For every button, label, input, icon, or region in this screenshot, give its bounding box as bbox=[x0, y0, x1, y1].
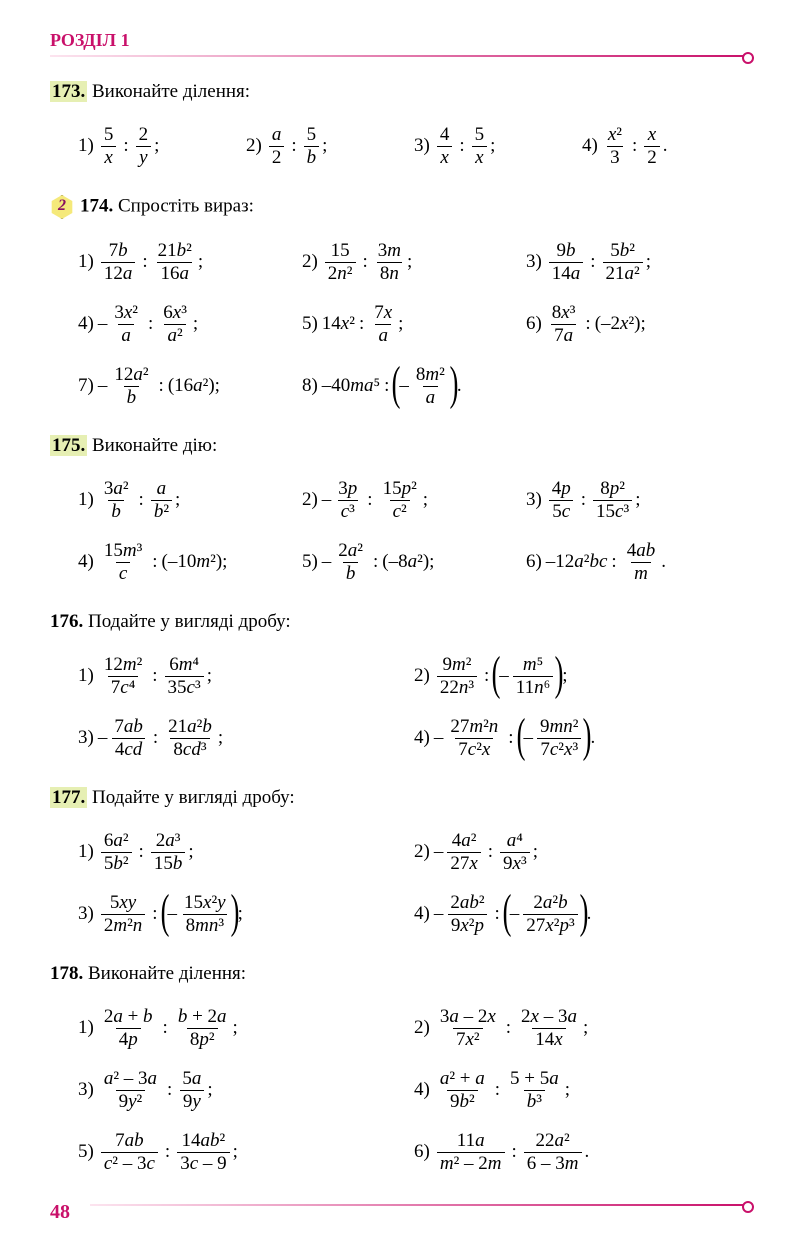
problem-item: 4)–3x²a:6x³a²; bbox=[78, 293, 302, 355]
problem-header: 177. Подайте у вигляді дробу: bbox=[50, 787, 750, 809]
header-rule bbox=[50, 55, 750, 57]
problem-header: 175. Виконайте дію: bbox=[50, 435, 750, 457]
problem-item: 3)–7ab4cd:21a²b8cd³; bbox=[78, 707, 414, 769]
problem-176: 176. Подайте у вигляді дробу: 1)12m²7c⁴:6… bbox=[50, 611, 750, 769]
problem-item: 4)–27m²n7c²x:(–9mn²7c²x³). bbox=[414, 707, 750, 769]
problem-title: Подайте у вигляді дробу: bbox=[92, 787, 295, 808]
problem-number: 175. bbox=[50, 435, 87, 456]
problem-number: 173. bbox=[50, 81, 87, 102]
problem-175: 175. Виконайте дію: 1)3a²b:ab²;2)–3pc³:15… bbox=[50, 435, 750, 593]
problem-item: 7)–12a²b:(16a²); bbox=[78, 355, 302, 417]
problem-item: 6)–12a²bc:4abm. bbox=[526, 531, 750, 593]
problem-item: 5)–2a²b:(–8a²); bbox=[302, 531, 526, 593]
problem-item: 2)–4a²27x:a⁴9x³; bbox=[414, 821, 750, 883]
problem-title: Виконайте ділення: bbox=[92, 81, 250, 102]
problem-item: 1)2a + b4p:b + 2a8p²; bbox=[78, 997, 414, 1059]
problem-177: 177. Подайте у вигляді дробу: 1)6a²5b²:2a… bbox=[50, 787, 750, 945]
problem-item: 3)4p5c:8p²15c³; bbox=[526, 469, 750, 531]
problem-item: 4)x²3:x2. bbox=[582, 115, 750, 177]
level-badge-icon: 2 bbox=[50, 195, 74, 219]
problem-number: 174. bbox=[80, 195, 113, 216]
problem-174: 2 174. Спростіть вираз: 1)7b12a:21b²16a;2)… bbox=[50, 195, 750, 417]
problem-number: 178. bbox=[50, 963, 83, 984]
problem-item: 1)6a²5b²:2a³15b; bbox=[78, 821, 414, 883]
problem-item: 4)–2ab²9x²p:(–2a²b27x²p³). bbox=[414, 883, 750, 945]
problem-title: Виконайте ділення: bbox=[88, 963, 246, 984]
problem-header: 178. Виконайте ділення: bbox=[50, 963, 750, 985]
problem-item: 8)–40ma⁵:(–8m²a). bbox=[302, 355, 526, 417]
problem-item: 2)9m²22n³:(–m⁵11n⁶); bbox=[414, 645, 750, 707]
problem-item: 5)7abc² – 3c:14ab²3c – 9; bbox=[78, 1121, 414, 1183]
problem-item: 1)7b12a:21b²16a; bbox=[78, 231, 302, 293]
problem-item: 4)15m³c:(–10m²); bbox=[78, 531, 302, 593]
problem-title: Виконайте дію: bbox=[92, 435, 217, 456]
problem-header: 176. Подайте у вигляді дробу: bbox=[50, 611, 750, 633]
problem-item: 2)–3pc³:15p²c²; bbox=[302, 469, 526, 531]
problem-title: Спростіть вираз: bbox=[118, 195, 254, 216]
problem-item: 6)8x³7a:(–2x²); bbox=[526, 293, 750, 355]
footer-rule bbox=[90, 1204, 750, 1206]
problem-item: 5)14x²:7xa; bbox=[302, 293, 526, 355]
problem-item: 2)152n²:3m8n; bbox=[302, 231, 526, 293]
problem-header: 2 174. Спростіть вираз: bbox=[50, 195, 750, 219]
problem-number: 177. bbox=[50, 787, 87, 808]
problem-item: 6)11am² – 2m:22a²6 – 3m. bbox=[414, 1121, 750, 1183]
problem-item: 1)5x:2y; bbox=[78, 115, 246, 177]
problem-item: 1)3a²b:ab²; bbox=[78, 469, 302, 531]
problem-item: 3)9b14a:5b²21a²; bbox=[526, 231, 750, 293]
problem-item: 4)a² + a9b²:5 + 5ab³; bbox=[414, 1059, 750, 1121]
problem-item: 2)a2:5b; bbox=[246, 115, 414, 177]
problem-173: 173. Виконайте ділення: 1)5x:2y;2)a2:5b;3… bbox=[50, 81, 750, 177]
problem-178: 178. Виконайте ділення: 1)2a + b4p:b + 2a… bbox=[50, 963, 750, 1183]
problem-item: 2)3a – 2x7x²:2x – 3a14x; bbox=[414, 997, 750, 1059]
problem-item: 1)12m²7c⁴:6m⁴35c³; bbox=[78, 645, 414, 707]
problem-number: 176. bbox=[50, 611, 83, 632]
problem-item: 3)4x:5x; bbox=[414, 115, 582, 177]
section-header: РОЗДІЛ 1 bbox=[50, 30, 750, 51]
problem-title: Подайте у вигляді дробу: bbox=[88, 611, 291, 632]
problem-header: 173. Виконайте ділення: bbox=[50, 81, 750, 103]
problem-item: 3)a² – 3a9y²:5a9y; bbox=[78, 1059, 414, 1121]
problem-item: 3)5xy2m²n:(–15x²y8mn³); bbox=[78, 883, 414, 945]
page-number: 48 bbox=[50, 1201, 70, 1224]
